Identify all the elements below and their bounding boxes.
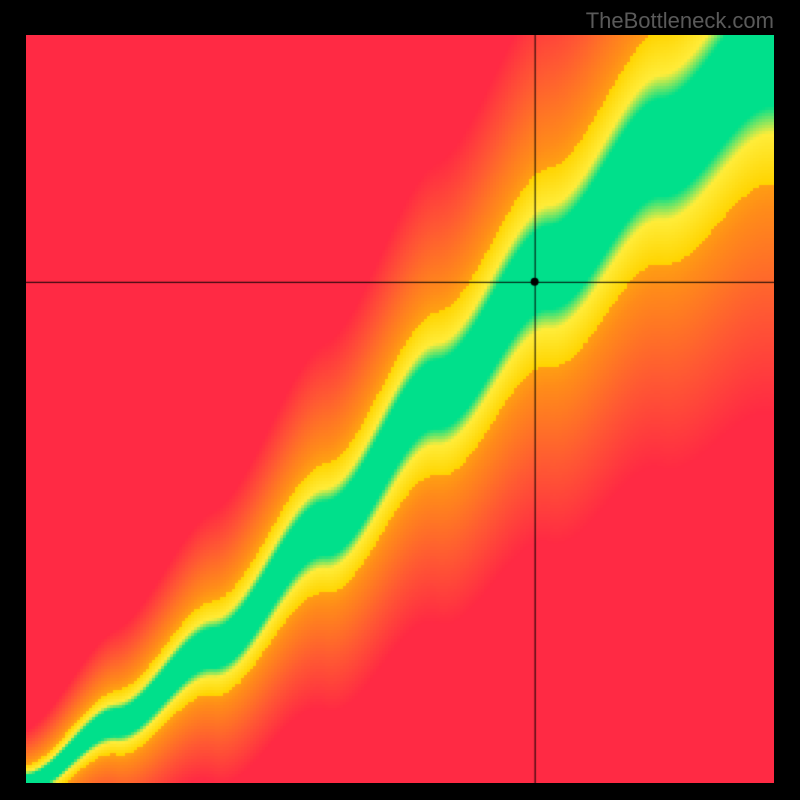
watermark-text: TheBottleneck.com <box>586 8 774 34</box>
bottleneck-heatmap <box>26 35 774 783</box>
